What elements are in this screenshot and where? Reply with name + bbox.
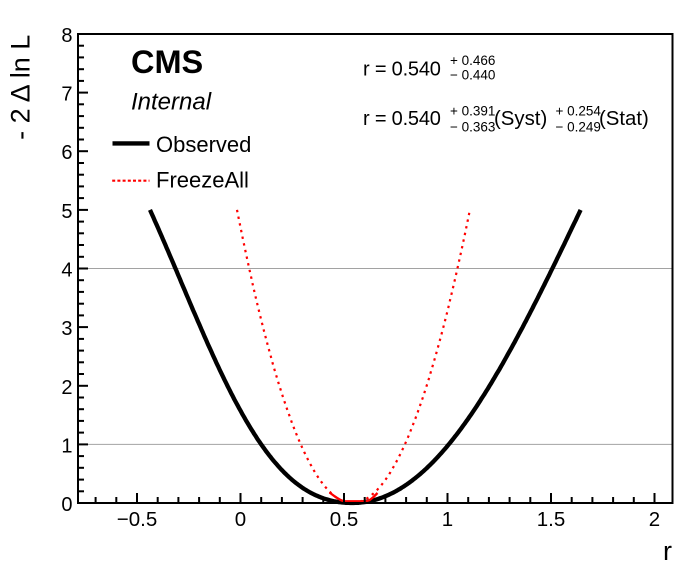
svg-text:+ 0.391: + 0.391 [450, 104, 495, 119]
svg-text:Internal: Internal [131, 89, 212, 116]
svg-text:Observed: Observed [156, 132, 251, 157]
svg-text:0.5: 0.5 [330, 508, 359, 531]
svg-text:1: 1 [61, 435, 72, 457]
svg-text:5: 5 [61, 201, 72, 223]
svg-text:+ 0.254: + 0.254 [556, 104, 602, 119]
svg-text:− 0.249: − 0.249 [556, 120, 601, 135]
svg-text:− 0.363: − 0.363 [450, 120, 495, 135]
svg-text:8: 8 [61, 25, 72, 47]
svg-text:3: 3 [61, 318, 72, 340]
svg-text:- 2 Δ ln L: - 2 Δ ln L [6, 35, 36, 140]
svg-text:0: 0 [61, 494, 72, 516]
svg-text:(Stat): (Stat) [599, 108, 649, 130]
svg-text:−0.5: −0.5 [117, 508, 157, 531]
svg-text:0: 0 [235, 508, 246, 531]
svg-text:4: 4 [61, 260, 72, 282]
svg-text:r = 0.540: r = 0.540 [363, 108, 441, 130]
svg-text:r = 0.540: r = 0.540 [363, 59, 441, 81]
svg-text:1.5: 1.5 [537, 508, 566, 531]
svg-text:r: r [663, 536, 672, 566]
svg-text:1: 1 [442, 508, 453, 531]
svg-text:2: 2 [61, 377, 72, 399]
svg-text:2: 2 [649, 508, 660, 531]
svg-text:7: 7 [61, 84, 72, 106]
svg-text:(Syst): (Syst) [494, 108, 547, 130]
svg-text:+ 0.466: + 0.466 [450, 53, 495, 68]
svg-text:FreezeAll: FreezeAll [156, 168, 249, 193]
svg-text:− 0.440: − 0.440 [450, 67, 495, 82]
svg-text:CMS: CMS [131, 44, 203, 80]
svg-text:6: 6 [61, 142, 72, 164]
